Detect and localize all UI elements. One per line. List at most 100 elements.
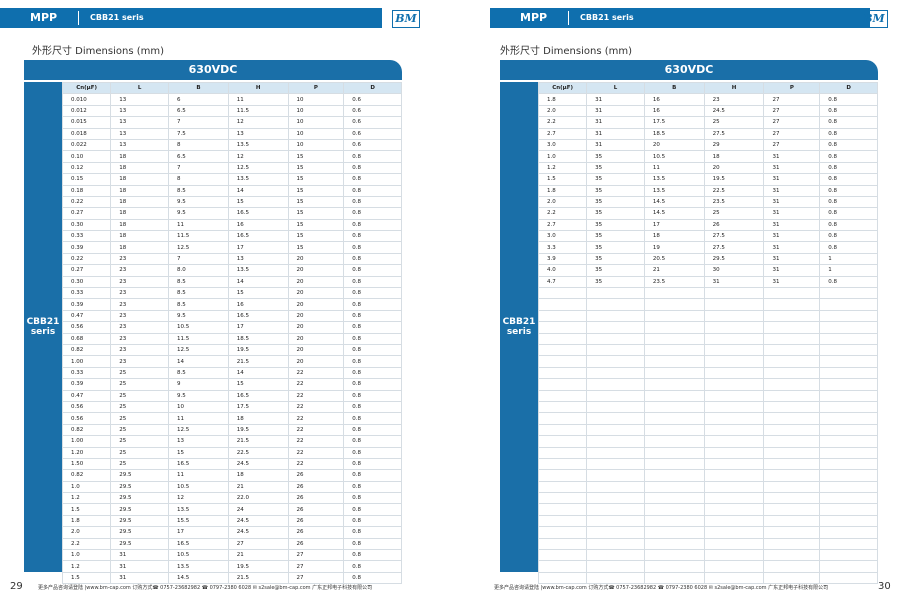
table-cell: 0.22 bbox=[61, 195, 112, 209]
table-cell: 6.5 bbox=[168, 104, 229, 118]
empty-cell bbox=[586, 560, 645, 573]
table-cell: 0.39 bbox=[61, 241, 112, 254]
table-row bbox=[537, 480, 878, 494]
empty-cell bbox=[703, 514, 765, 528]
table-row: 1.50 25 16.5 24.5 22 0.8 bbox=[61, 457, 402, 471]
table-cell: 0.8 bbox=[819, 195, 878, 209]
empty-cell bbox=[819, 446, 878, 459]
empty-cell bbox=[763, 469, 821, 482]
dimension-table: Cn(μF) L B H P D 1.8 31 16 23 27 0.8 2.0 31 16 24.5 27 0.… bbox=[537, 81, 878, 585]
table-cell: 29.5 bbox=[110, 514, 170, 528]
table-row: 4.0 35 21 30 31 1 bbox=[537, 264, 878, 277]
table-cell: 7.5 bbox=[168, 127, 229, 140]
empty-cell bbox=[586, 321, 645, 334]
empty-cell bbox=[586, 400, 645, 414]
table-row bbox=[537, 412, 878, 425]
empty-cell bbox=[703, 332, 765, 346]
table-cell: 31 bbox=[763, 195, 821, 209]
table-cell: 25 bbox=[703, 207, 765, 220]
table-cell: 0.8 bbox=[343, 309, 402, 323]
empty-cell bbox=[586, 469, 645, 482]
table-cell: 0.8 bbox=[819, 184, 878, 197]
table-cell: 15 bbox=[227, 287, 289, 300]
empty-cell bbox=[586, 287, 645, 300]
table-cell: 0.8 bbox=[819, 207, 878, 220]
table-cell: 23 bbox=[110, 252, 170, 266]
table-cell: 24.5 bbox=[227, 526, 289, 539]
table-row bbox=[537, 537, 878, 551]
table-cell: 27 bbox=[763, 93, 821, 106]
table-row: 0.39 25 9 15 22 0.8 bbox=[61, 378, 402, 391]
table-row: 0.47 23 9.5 16.5 20 0.8 bbox=[61, 309, 402, 323]
empty-cell bbox=[537, 480, 588, 494]
table-cell: 18 bbox=[227, 412, 289, 425]
table-cell: 27 bbox=[763, 116, 821, 129]
empty-cell bbox=[586, 435, 645, 448]
header-row: Cn(μF) L B H P D bbox=[537, 81, 878, 95]
table-cell: 11 bbox=[168, 469, 229, 482]
empty-cell bbox=[537, 446, 588, 459]
table-cell: 26 bbox=[287, 469, 345, 482]
model-name: CBB21 seris bbox=[90, 13, 144, 22]
empty-cell bbox=[763, 332, 821, 346]
table-cell: 31 bbox=[763, 252, 821, 266]
table-cell: 21 bbox=[227, 480, 289, 494]
empty-cell bbox=[586, 343, 645, 357]
empty-cell bbox=[586, 492, 645, 505]
table-cell: 17 bbox=[227, 241, 289, 254]
table-cell: 20 bbox=[287, 275, 345, 289]
table-cell: 31 bbox=[703, 275, 765, 289]
table-cell: 22 bbox=[287, 457, 345, 471]
section-heading: 外形尺寸 Dimensions (mm) bbox=[500, 46, 633, 57]
table-cell: 23 bbox=[110, 298, 170, 311]
table-cell: 20 bbox=[703, 161, 765, 175]
table-row: 1.2 31 13.5 19.5 27 0.8 bbox=[61, 560, 402, 573]
table-cell: 0.8 bbox=[343, 150, 402, 163]
table-cell: 13.5 bbox=[643, 173, 705, 186]
table-box: 630VDC CBB21 seris Cn(μF) L B H P D 0.010 13 6 11 10… bbox=[24, 60, 402, 585]
table-cell: 10.5 bbox=[168, 480, 229, 494]
table-row bbox=[537, 514, 878, 528]
table-row: 0.012 13 6.5 11.5 10 0.6 bbox=[61, 104, 402, 118]
empty-cell bbox=[537, 548, 588, 562]
table-cell: 0.8 bbox=[343, 571, 402, 585]
table-cell: 3.3 bbox=[537, 241, 588, 254]
table-cell: 1.00 bbox=[61, 435, 112, 448]
empty-cell bbox=[819, 560, 878, 573]
empty-cell bbox=[763, 366, 821, 380]
table-cell: 27 bbox=[227, 537, 289, 551]
table-cell: 13.5 bbox=[168, 503, 229, 516]
table-box: 630VDC CBB21 seris Cn(μF) L B H P D 1.8 31 16 23 27 0… bbox=[500, 60, 878, 585]
table-cell: 20 bbox=[287, 343, 345, 357]
empty-cell bbox=[643, 366, 705, 380]
table-cell: 2.2 bbox=[61, 537, 112, 551]
table-row: 1.0 31 10.5 21 27 0.8 bbox=[61, 548, 402, 562]
empty-cell bbox=[537, 526, 588, 539]
table-cell: 0.022 bbox=[61, 138, 112, 152]
empty-cell bbox=[703, 423, 765, 437]
table-cell: 31 bbox=[763, 264, 821, 277]
table-row: 3.0 31 20 29 27 0.8 bbox=[537, 138, 878, 152]
table-cell: 0.8 bbox=[343, 423, 402, 437]
logo: BM bbox=[860, 10, 888, 28]
table-cell: 22 bbox=[287, 446, 345, 459]
table-cell: 20 bbox=[287, 252, 345, 266]
table-row: 2.7 35 17 26 31 0.8 bbox=[537, 218, 878, 232]
table-cell: 3.9 bbox=[537, 252, 588, 266]
table-cell: 0.8 bbox=[343, 457, 402, 471]
table-cell: 0.27 bbox=[61, 207, 112, 220]
table-cell: 18 bbox=[110, 195, 170, 209]
table-cell: 0.012 bbox=[61, 104, 112, 118]
table-cell: 7 bbox=[168, 252, 229, 266]
empty-cell bbox=[537, 457, 588, 471]
table-row: 1.2 29.5 12 22.0 26 0.8 bbox=[61, 492, 402, 505]
empty-cell bbox=[763, 446, 821, 459]
table-cell: 31 bbox=[763, 207, 821, 220]
table-cell: 23 bbox=[110, 355, 170, 368]
table-cell: 11 bbox=[168, 218, 229, 232]
empty-cell bbox=[643, 457, 705, 471]
empty-cell bbox=[819, 287, 878, 300]
table-cell: 20 bbox=[287, 287, 345, 300]
table-cell: 14.5 bbox=[643, 207, 705, 220]
table-cell: 8 bbox=[168, 173, 229, 186]
